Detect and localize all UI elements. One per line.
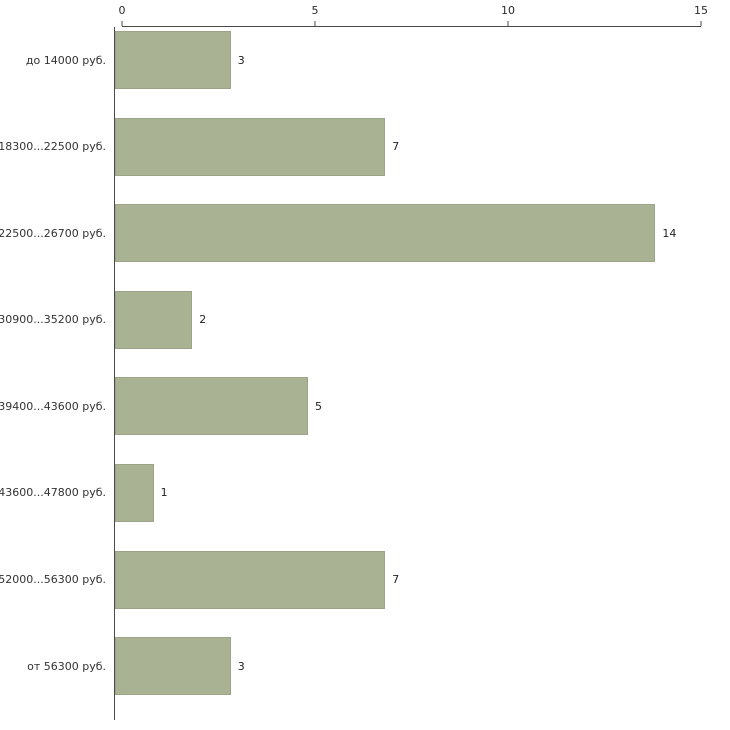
bar-row: до 14000 руб. 3 bbox=[0, 27, 730, 114]
category-label: от 56300 руб. bbox=[27, 659, 106, 673]
bar-row: 30900...35200 руб. 2 bbox=[0, 286, 730, 374]
value-label: 2 bbox=[199, 313, 207, 327]
value-label: 3 bbox=[237, 53, 245, 67]
bar-track: 3 bbox=[114, 27, 694, 114]
category-label: 22500...26700 руб. bbox=[0, 226, 106, 240]
bar bbox=[115, 463, 154, 522]
bar-row: 39400...43600 руб. 5 bbox=[0, 373, 730, 460]
bar bbox=[115, 204, 656, 263]
bar bbox=[115, 290, 193, 349]
category-label: 52000...56300 руб. bbox=[0, 573, 106, 587]
bar-track: 5 bbox=[114, 373, 694, 460]
bar-track: 7 bbox=[114, 113, 694, 201]
bar-row: от 56300 руб. 3 bbox=[0, 633, 730, 720]
value-label: 14 bbox=[662, 226, 677, 240]
bar-track: 3 bbox=[114, 633, 694, 720]
category-label: 43600...47800 руб. bbox=[0, 486, 106, 500]
bar-row: 43600...47800 руб. 1 bbox=[0, 459, 730, 547]
bar-row: 52000...56300 руб. 7 bbox=[0, 546, 730, 634]
category-label: 39400...43600 руб. bbox=[0, 399, 106, 413]
value-label: 7 bbox=[392, 573, 400, 587]
bar bbox=[115, 117, 386, 176]
value-label: 5 bbox=[315, 399, 322, 413]
x-axis: 0 5 10 15 bbox=[0, 0, 730, 27]
x-axis-tick-label: 15 bbox=[694, 4, 708, 17]
x-axis-tick-mark bbox=[700, 21, 702, 26]
x-axis-tick-label: 0 bbox=[118, 4, 126, 17]
bar bbox=[115, 637, 231, 696]
x-axis-tick-label: 5 bbox=[311, 4, 319, 17]
x-axis-tick-mark bbox=[121, 21, 123, 26]
x-axis-ticks: 0 5 10 15 bbox=[118, 0, 708, 27]
value-label: 7 bbox=[392, 140, 400, 154]
axis-corner-spacer bbox=[0, 0, 122, 27]
value-label: 1 bbox=[160, 486, 168, 500]
bar-rows: до 14000 руб. 3 18300...22500 руб. 7 22500..… bbox=[0, 27, 730, 720]
bar-track: 2 bbox=[114, 286, 694, 374]
bar-row: 22500...26700 руб. 14 bbox=[0, 200, 730, 287]
category-label: 18300...22500 руб. bbox=[0, 140, 106, 154]
category-label: до 14000 руб. bbox=[25, 53, 106, 67]
bar-row: 18300...22500 руб. 7 bbox=[0, 113, 730, 201]
x-axis-tick-mark bbox=[507, 21, 509, 26]
bar bbox=[115, 377, 308, 436]
bar bbox=[115, 550, 386, 609]
bar-track: 14 bbox=[114, 200, 694, 287]
category-label: 30900...35200 руб. bbox=[0, 313, 106, 327]
bar bbox=[115, 31, 231, 89]
bar-track: 7 bbox=[114, 546, 694, 634]
x-axis-tick-label: 10 bbox=[501, 4, 515, 17]
value-label: 3 bbox=[237, 659, 245, 673]
bar-track: 1 bbox=[114, 459, 694, 547]
x-axis-tick-mark bbox=[314, 21, 316, 26]
